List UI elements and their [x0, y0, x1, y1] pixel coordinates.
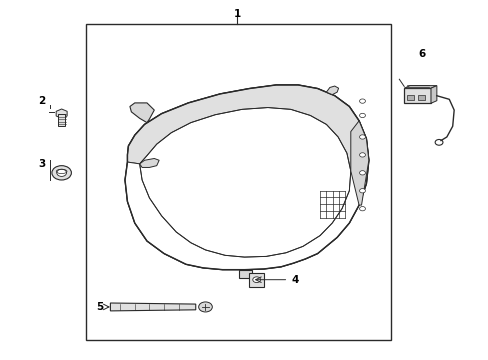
- Bar: [58, 114, 65, 126]
- Circle shape: [359, 171, 365, 175]
- Polygon shape: [140, 158, 159, 167]
- Bar: [407, 95, 413, 100]
- Circle shape: [359, 189, 365, 193]
- Circle shape: [359, 99, 365, 103]
- Circle shape: [198, 302, 212, 312]
- Circle shape: [359, 113, 365, 118]
- Text: 4: 4: [290, 275, 298, 285]
- Text: 5: 5: [96, 302, 103, 312]
- Bar: [238, 270, 252, 278]
- Polygon shape: [110, 303, 195, 311]
- Circle shape: [57, 169, 66, 176]
- Text: 6: 6: [418, 49, 425, 59]
- Polygon shape: [127, 85, 358, 171]
- Circle shape: [52, 166, 71, 180]
- Text: 3: 3: [39, 159, 46, 169]
- Bar: [417, 95, 424, 100]
- Bar: [86, 24, 390, 339]
- Bar: [404, 88, 430, 103]
- FancyBboxPatch shape: [249, 273, 264, 287]
- Polygon shape: [430, 86, 436, 103]
- Text: 2: 2: [39, 96, 46, 106]
- Polygon shape: [56, 109, 67, 118]
- Circle shape: [252, 277, 260, 283]
- Polygon shape: [326, 86, 338, 95]
- Polygon shape: [404, 86, 436, 88]
- Polygon shape: [350, 121, 368, 205]
- Polygon shape: [125, 85, 368, 270]
- Circle shape: [359, 135, 365, 139]
- Circle shape: [359, 153, 365, 157]
- Text: 1: 1: [233, 9, 240, 19]
- Polygon shape: [130, 103, 154, 123]
- Circle shape: [359, 207, 365, 211]
- Polygon shape: [125, 121, 368, 270]
